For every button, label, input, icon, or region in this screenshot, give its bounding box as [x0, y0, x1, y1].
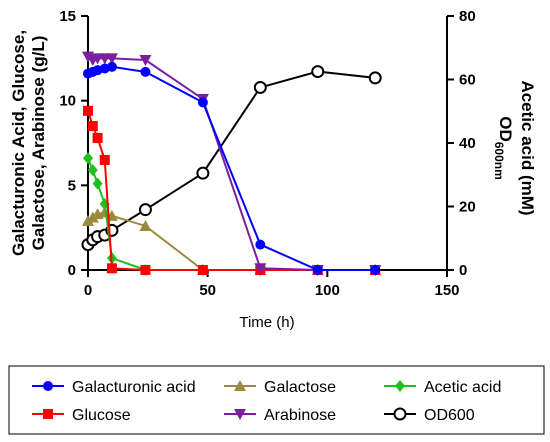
- legend-label: Galacturonic acid: [72, 379, 196, 396]
- legend-label: Acetic acid: [424, 379, 501, 396]
- data-point-glucose: [92, 132, 103, 143]
- data-point-glucose: [87, 121, 98, 132]
- y-right-axis-title: Acetic acid (mM) OD600nm: [492, 80, 537, 215]
- x-axis-title: Time (h): [239, 314, 294, 331]
- data-point-galacturonic-acid: [370, 265, 381, 275]
- plot-axes: [87, 16, 448, 271]
- x-tick-label: 0: [84, 282, 92, 299]
- data-point-glucose: [197, 265, 208, 275]
- x-ticks: 0 50 100 150: [84, 270, 460, 299]
- series-line-od600: [87, 70, 376, 246]
- series-line-glucose: [87, 110, 376, 271]
- y-left-axis-title: Galacturonic Acid, Glucose, Galactose, A…: [9, 30, 48, 256]
- x-tick-label: 150: [434, 282, 459, 299]
- legend-label: OD600: [424, 407, 475, 424]
- series-galactose: [82, 206, 382, 275]
- data-point-od600: [138, 203, 152, 217]
- legend-marker-arabinose: [234, 409, 246, 420]
- y-right-ticks: 0 20 40 60 80: [447, 8, 476, 279]
- y-left-ticks: 0 5 10 15: [59, 8, 88, 279]
- y-left-title-line-2: Galactose, Arabinose (g/L): [29, 36, 48, 251]
- legend-marker-acetic-acid: [395, 380, 405, 392]
- data-point-acetic-acid: [87, 164, 98, 177]
- legend-item-od600: OD600: [384, 407, 475, 424]
- legend-item-galactose: Galactose: [224, 379, 336, 396]
- series-layer: [81, 51, 382, 276]
- data-point-od600: [196, 166, 210, 180]
- legend-label: Arabinose: [264, 407, 336, 424]
- data-point-galacturonic-acid: [140, 66, 151, 77]
- data-point-acetic-acid: [92, 177, 103, 190]
- y-right-tick-label: 80: [459, 8, 476, 25]
- data-point-glucose: [83, 105, 93, 116]
- legend: Galacturonic acid Glucose Galactose Arabino…: [8, 365, 545, 435]
- series-arabinose: [82, 51, 382, 276]
- series-galacturonic-acid: [83, 61, 381, 275]
- y-left-tick-label: 15: [59, 8, 76, 25]
- data-point-glucose: [106, 263, 117, 274]
- y-right-tick-label: 0: [459, 262, 467, 279]
- legend-box: [8, 365, 545, 435]
- legend-item-acetic-acid: Acetic acid: [384, 379, 501, 396]
- y-left-tick-label: 0: [68, 262, 76, 279]
- data-point-galacturonic-acid: [106, 61, 117, 72]
- data-point-galacturonic-acid: [255, 239, 266, 250]
- data-point-od600: [253, 80, 267, 94]
- od-subscript: 600nm: [492, 142, 506, 180]
- data-point-acetic-acid: [83, 152, 93, 165]
- y-right-title-acetic: Acetic acid (mM): [518, 80, 537, 215]
- y-right-tick-label: 60: [459, 72, 476, 89]
- legend-items: Galacturonic acid Glucose Galactose Arabino…: [32, 379, 501, 424]
- y-left-title-line-1: Galacturonic Acid, Glucose,: [9, 30, 28, 256]
- y-right-tick-label: 40: [459, 135, 476, 152]
- legend-item-arabinose: Arabinose: [224, 407, 336, 424]
- data-point-od600: [311, 65, 325, 79]
- legend-marker-galacturonic-acid: [43, 381, 53, 391]
- y-left-tick-label: 10: [59, 93, 76, 110]
- series-line-galacturonic-acid: [87, 65, 376, 271]
- series-line-arabinose: [87, 55, 376, 271]
- series-od600: [81, 65, 382, 252]
- legend-marker-od600: [393, 407, 407, 421]
- legend-item-glucose: Glucose: [32, 407, 131, 424]
- series-line-galactose: [87, 211, 376, 271]
- data-point-glucose: [140, 265, 151, 275]
- y-right-title-od: OD600nm: [492, 116, 515, 180]
- legend-marker-glucose: [43, 409, 53, 419]
- data-point-glucose: [99, 154, 110, 165]
- od-label: OD: [496, 116, 515, 142]
- x-tick-label: 50: [199, 282, 216, 299]
- data-point-galactose: [139, 219, 152, 231]
- legend-label: Glucose: [72, 407, 131, 424]
- data-point-galacturonic-acid: [197, 97, 208, 108]
- x-tick-label: 100: [315, 282, 340, 299]
- legend-label: Galactose: [264, 379, 336, 396]
- data-point-arabinose: [105, 53, 118, 65]
- series-acetic-acid: [83, 152, 381, 276]
- data-point-arabinose: [254, 263, 267, 275]
- y-left-tick-label: 5: [68, 177, 76, 194]
- data-point-arabinose: [139, 55, 152, 67]
- legend-marker-galactose: [234, 380, 246, 391]
- legend-item-galacturonic-acid: Galacturonic acid: [32, 379, 196, 396]
- data-point-od600: [368, 71, 382, 85]
- y-right-tick-label: 20: [459, 199, 476, 216]
- data-point-galacturonic-acid: [312, 265, 323, 275]
